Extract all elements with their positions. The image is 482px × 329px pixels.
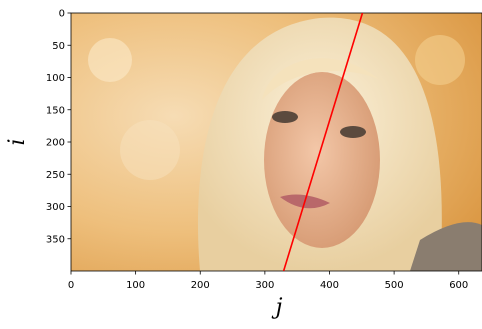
x-tick-label: 300: [255, 280, 274, 291]
y-tick-label: 350: [46, 234, 65, 245]
y-axis-label: i: [5, 138, 30, 145]
x-tick-label: 500: [385, 280, 404, 291]
y-tick-label: 200: [46, 138, 65, 149]
y-tick-label: 150: [46, 105, 65, 116]
y-tick-label: 0: [59, 9, 65, 20]
y-tick-label: 250: [46, 170, 65, 181]
x-tick-label: 400: [320, 280, 339, 291]
y-tick-label: 100: [46, 73, 65, 84]
x-tick-label: 600: [449, 280, 468, 291]
x-axis-label: j: [271, 295, 283, 320]
y-tick-label: 50: [52, 41, 65, 52]
x-tick-label: 0: [68, 280, 74, 291]
x-tick-label: 200: [191, 280, 210, 291]
chart: j i 0 100 200 300 400 500 600 0 50 100 150 200 250 30…: [0, 0, 482, 325]
y-tick-label: 300: [46, 202, 65, 213]
x-tick-label: 100: [126, 280, 145, 291]
image: [71, 13, 482, 271]
